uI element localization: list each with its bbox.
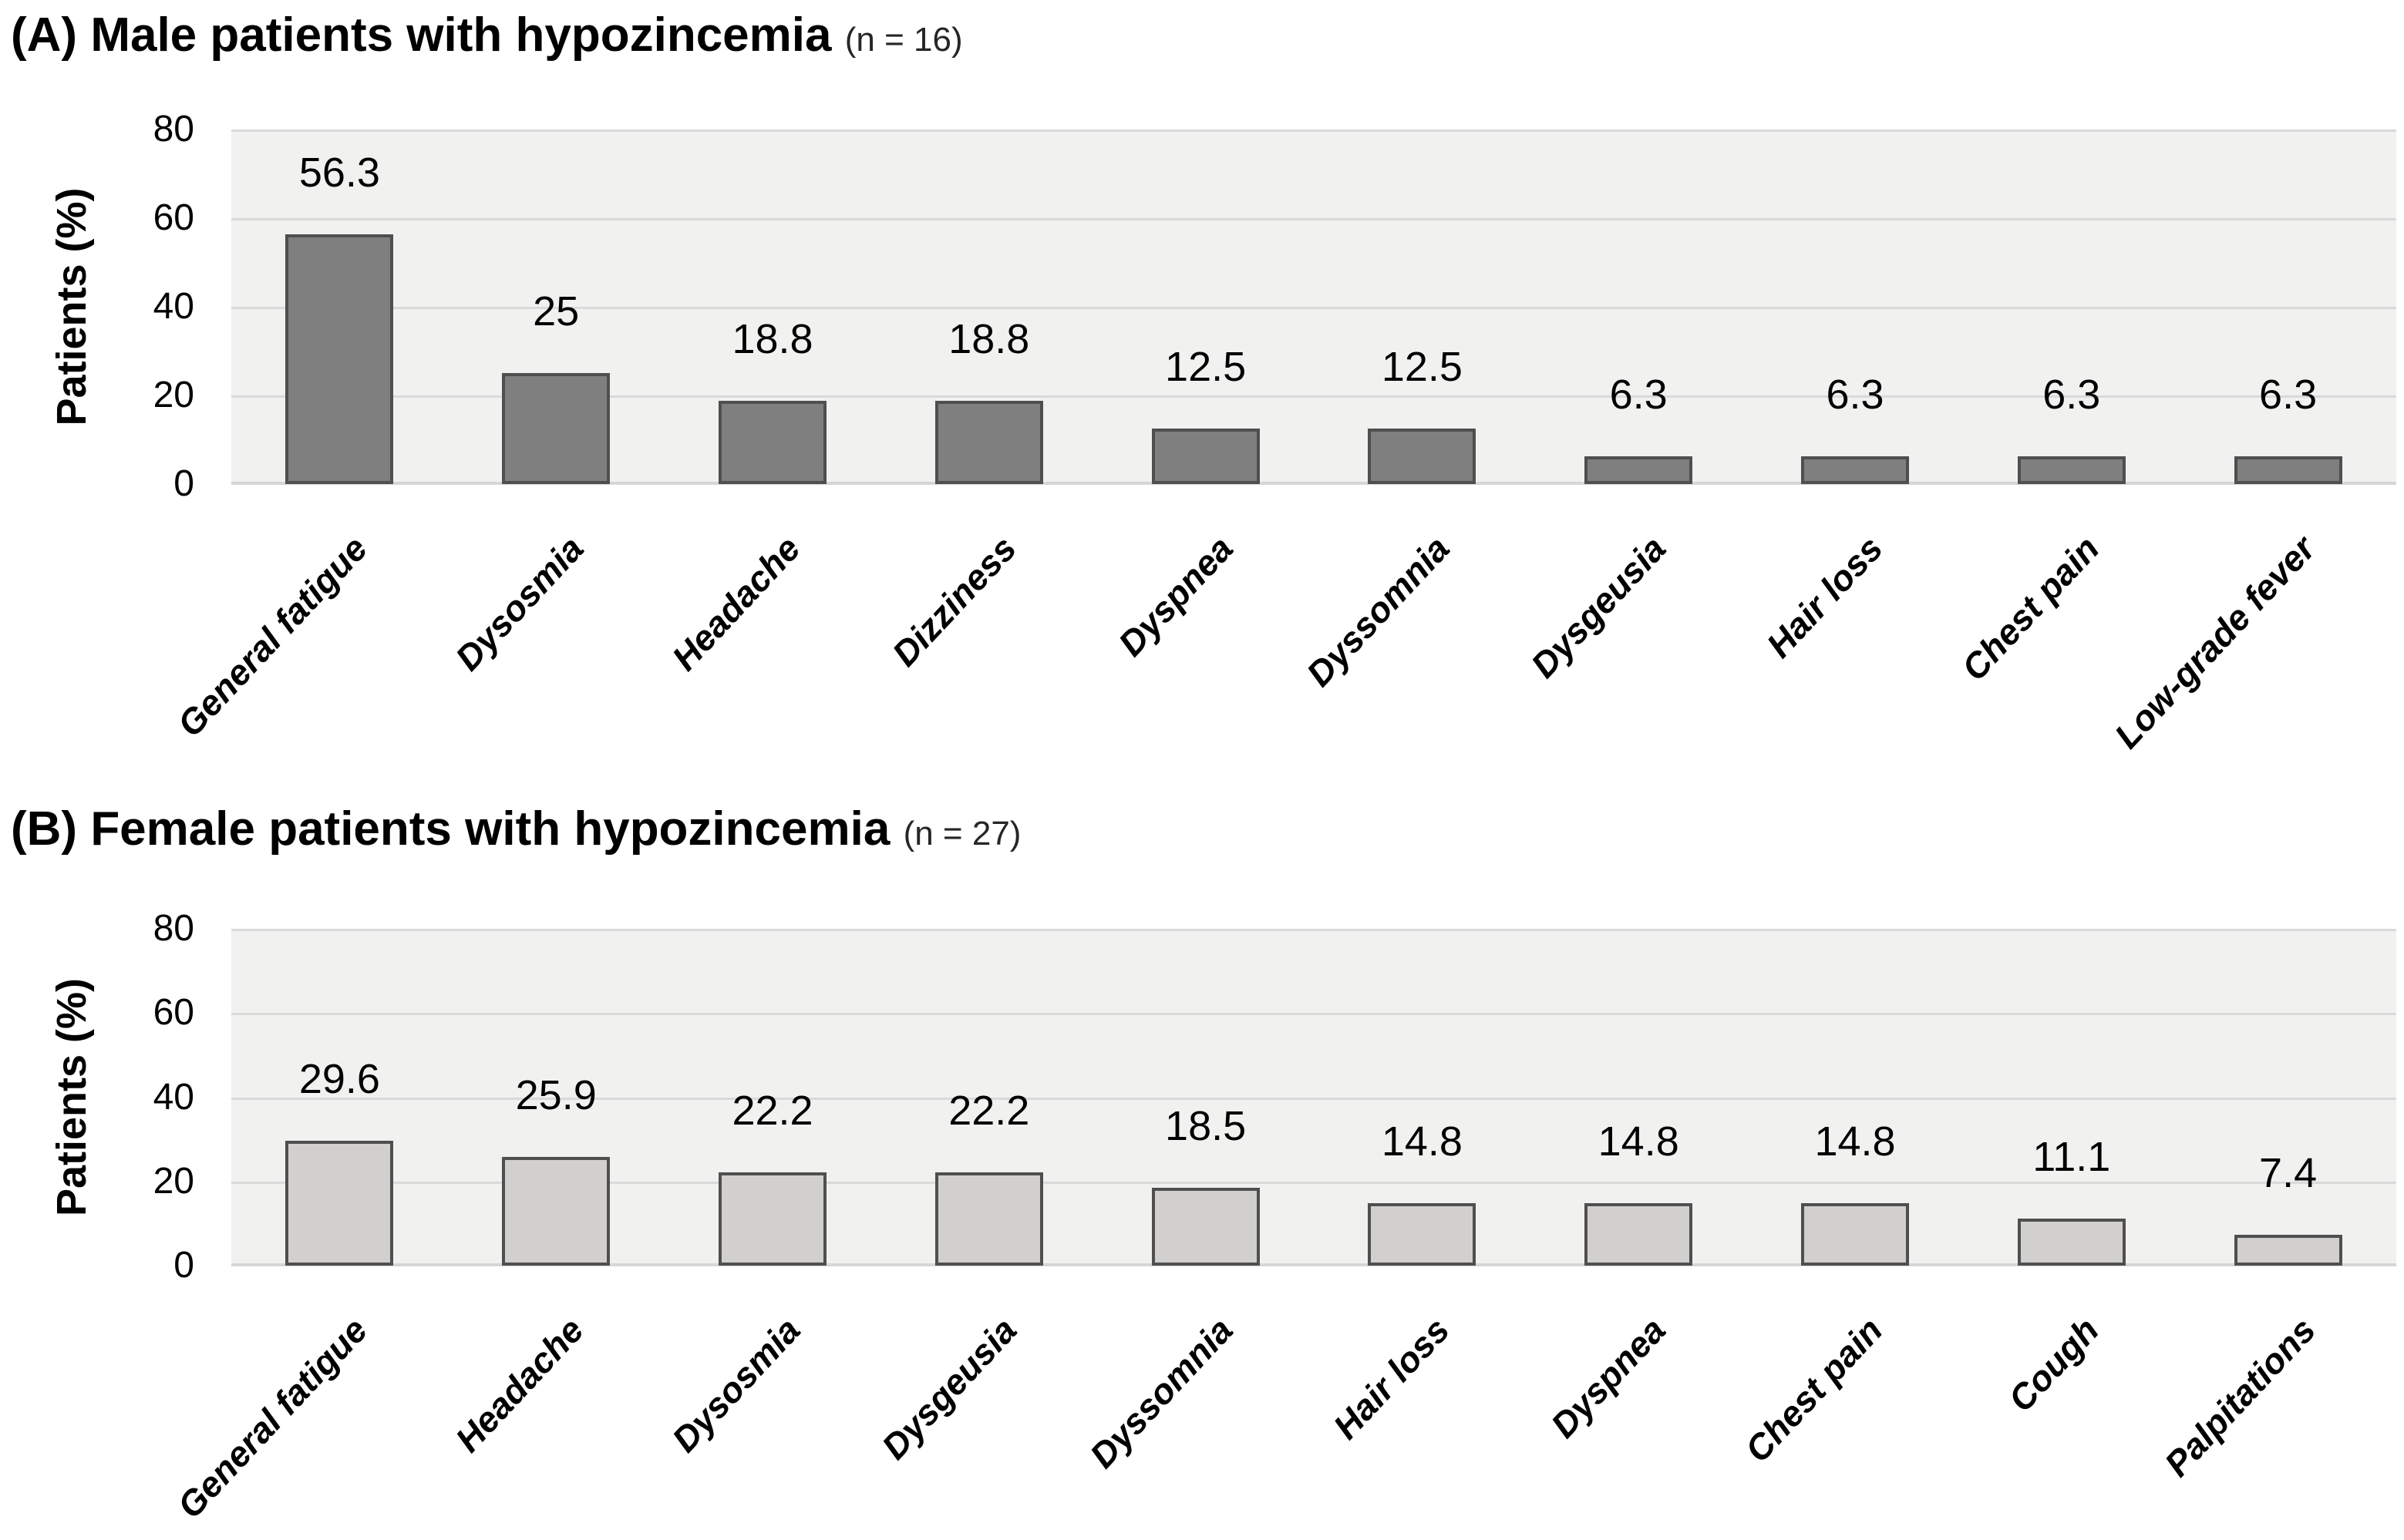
bar-value-label: 14.8: [1814, 1118, 1896, 1165]
panel-b-n-label: (n = 27): [903, 815, 1022, 852]
bar-value-label: 12.5: [1165, 344, 1247, 391]
bar-dyssomnia: [1151, 1187, 1260, 1266]
x-category-label: General fatigue: [169, 1310, 375, 1526]
x-axis-line: [231, 482, 2396, 485]
bar-chest-pain: [2017, 456, 2126, 484]
x-category-label: Cough: [2000, 1310, 2107, 1420]
bar-value-label: 14.8: [1381, 1118, 1463, 1165]
panel-a-letter: (A): [11, 8, 78, 62]
bar-value-label: 25.9: [515, 1071, 597, 1118]
bar-value-label: 6.3: [1826, 371, 1884, 418]
x-category-label: Palpitations: [2157, 1310, 2323, 1485]
bar-dysgeusia: [1584, 456, 1693, 484]
bar-dysgeusia: [934, 1172, 1043, 1266]
y-tick-label-0: 0: [173, 1245, 194, 1286]
y-tick-label-20: 20: [153, 1160, 194, 1202]
bar-value-label: 22.2: [732, 1087, 813, 1134]
bar-value-label: 12.5: [1381, 344, 1463, 391]
bar-dyssomnia: [1368, 429, 1476, 484]
bar-value-label: 25: [533, 288, 580, 335]
y-tick-label-60: 60: [153, 992, 194, 1034]
bar-dyspnea: [1151, 429, 1260, 484]
bar-headache: [502, 1156, 611, 1266]
bar-general-fatigue: [285, 234, 394, 484]
plot-area-b: 29.6 General fatigue 25.9 Headache 22.2 Dysos…: [169, 929, 2396, 1526]
x-category-label: Dyssomnia: [1082, 1310, 1241, 1476]
panel-a-title: (A) Male patients with hypozincemia (n =…: [11, 8, 963, 62]
panel-b-title: (B) Female patients with hypozincemia (n…: [11, 802, 1021, 856]
bar-palpitations: [2234, 1234, 2342, 1266]
y-tick-label-80: 80: [153, 908, 194, 949]
bar-headache: [719, 400, 827, 484]
gridline-80: [231, 129, 2396, 132]
x-category-label: Dysosmia: [664, 1310, 808, 1460]
bar-hair-loss: [1368, 1203, 1476, 1266]
x-category-label: General fatigue: [169, 528, 375, 745]
gridline-40: [231, 1098, 2396, 1100]
bar-value-label: 29.6: [298, 1056, 380, 1103]
x-category-label: Headache: [447, 1310, 591, 1460]
plot-area-a: 56.3 General fatigue 25 Dysosmia 18.8 Headach…: [169, 129, 2396, 756]
x-category-label: Chest pain: [1736, 1310, 1891, 1470]
bar-value-label: 56.3: [298, 150, 380, 197]
bar-value-label: 14.8: [1598, 1118, 1679, 1165]
bar-general-fatigue: [285, 1141, 394, 1266]
y-tick-label-20: 20: [153, 375, 194, 415]
bar-cough: [2017, 1219, 2126, 1266]
gridline-40: [231, 307, 2396, 309]
bar-dizziness: [934, 400, 1043, 484]
panel-a-male: (A) Male patients with hypozincemia (n =…: [11, 8, 2396, 756]
x-category-label: Dysgeusia: [874, 1310, 1025, 1468]
bar-chest-pain: [1801, 1203, 1909, 1266]
panel-a-title-text: Male patients with hypozincemia: [90, 8, 832, 62]
bar-value-label: 18.8: [948, 315, 1030, 362]
bar-value-label: 18.5: [1165, 1102, 1247, 1149]
x-category-label: Hair loss: [1758, 528, 1891, 665]
gridline-60: [231, 218, 2396, 220]
bar-value-label: 22.2: [948, 1087, 1030, 1134]
y-tick-label-40: 40: [153, 286, 194, 327]
panel-b-letter: (B): [11, 802, 78, 856]
x-category-label: Dyssomnia: [1298, 528, 1457, 694]
gridline-20: [231, 395, 2396, 398]
bar-value-label: 18.8: [732, 315, 813, 362]
bar-value-label: 11.1: [2032, 1134, 2111, 1181]
y-tick-label-80: 80: [153, 109, 194, 150]
gridline-80: [231, 929, 2396, 931]
x-axis-line: [231, 1263, 2396, 1266]
panel-a-n-label: (n = 16): [844, 21, 963, 59]
bar-low-grade-fever: [2234, 456, 2342, 484]
gridline-60: [231, 1013, 2396, 1015]
x-category-label: Dyspnea: [1543, 1310, 1674, 1446]
bar-hair-loss: [1801, 456, 1909, 484]
y-tick-label-0: 0: [173, 463, 194, 504]
x-category-label: Low-grade fever: [2106, 528, 2323, 756]
panel-b-title-text: Female patients with hypozincemia: [90, 802, 891, 856]
bar-value-label: 6.3: [1609, 371, 1668, 418]
x-category-label: Chest pain: [1953, 528, 2107, 688]
y-tick-label-40: 40: [153, 1076, 194, 1118]
bar-dysosmia: [502, 373, 611, 484]
bar-dyspnea: [1584, 1203, 1693, 1266]
x-category-label: Dyspnea: [1110, 528, 1241, 664]
gridline-20: [231, 1182, 2396, 1184]
x-category-label: Dizziness: [884, 528, 1025, 674]
bar-value-label: 6.3: [2042, 371, 2101, 418]
x-category-label: Dysosmia: [447, 528, 591, 678]
bar-value-label: 7.4: [2259, 1149, 2318, 1196]
x-category-label: Dysgeusia: [1523, 528, 1674, 686]
bar-dysosmia: [719, 1172, 827, 1266]
panel-b-female: (B) Female patients with hypozincemia (n…: [0, 794, 2404, 1540]
bar-value-label: 6.3: [2259, 371, 2318, 418]
y-tick-label-60: 60: [153, 197, 194, 238]
x-category-label: Headache: [664, 528, 808, 678]
x-category-label: Hair loss: [1325, 1310, 1457, 1447]
